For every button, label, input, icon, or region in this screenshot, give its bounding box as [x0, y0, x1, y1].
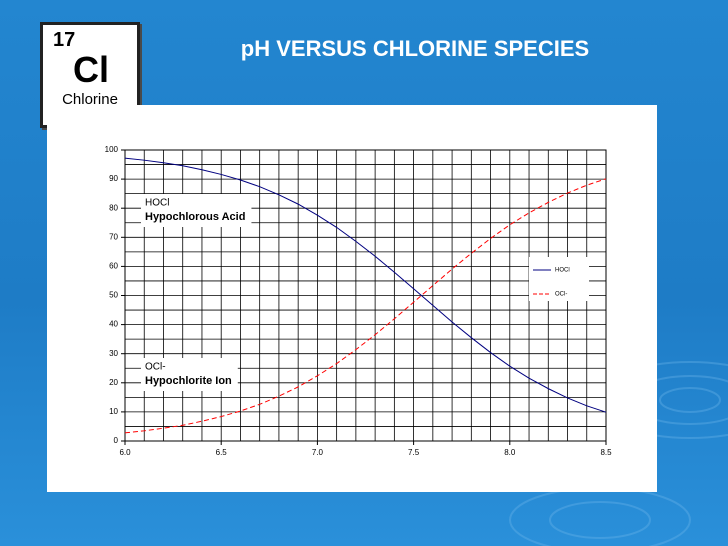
- legend-label: OCl-: [555, 292, 567, 298]
- legend-label: HOCl: [555, 268, 570, 274]
- annotation-bg: [141, 358, 238, 391]
- x-tick-label: 7.5: [408, 448, 420, 457]
- y-tick-label: 100: [105, 145, 119, 154]
- y-tick-label: 40: [109, 320, 118, 329]
- x-tick-label: 6.5: [216, 448, 228, 457]
- annotation: OCl- Hypochlorite Ion: [141, 358, 238, 391]
- annotation-text: Hypochlorite Ion: [145, 375, 232, 387]
- plot-border: [124, 149, 607, 442]
- y-tick-label: 60: [109, 262, 118, 271]
- y-tick-label: 10: [109, 407, 118, 416]
- x-tick-label: 8.0: [504, 448, 516, 457]
- series-line: [124, 157, 607, 413]
- atomic-number: 17: [53, 29, 76, 51]
- annotation: HOCl Hypochlorous Acid: [141, 194, 252, 227]
- legend: HOCl OCl-: [529, 257, 589, 301]
- x-tick-label: 6.0: [119, 448, 131, 457]
- x-tick-label: 7.0: [312, 448, 324, 457]
- element-name: Chlorine: [62, 91, 118, 108]
- y-tick-label: 20: [109, 378, 118, 387]
- y-tick-label: 70: [109, 232, 118, 241]
- y-tick-label: 50: [109, 291, 118, 300]
- y-tick-label: 0: [114, 436, 119, 445]
- y-tick-label: 30: [109, 349, 118, 358]
- annotation-text: Hypochlorous Acid: [145, 211, 245, 223]
- chart-title: pH VERSUS CHLORINE SPECIES: [240, 36, 590, 61]
- annotation-bg: [141, 194, 252, 227]
- y-tick-label: 80: [109, 203, 118, 212]
- x-tick-label: 8.5: [600, 448, 612, 457]
- element-symbol: Cl: [73, 49, 109, 90]
- y-tick-label: 90: [109, 174, 118, 183]
- chart: 0 10 20 30 40 50 60 70 80 90 100 6.0 6.5 7.0 7.5 8.0 8.5…: [47, 105, 657, 492]
- annotation-label: OCl-: [145, 362, 166, 373]
- series-line: [124, 178, 607, 434]
- annotation-label: HOCl: [145, 198, 169, 209]
